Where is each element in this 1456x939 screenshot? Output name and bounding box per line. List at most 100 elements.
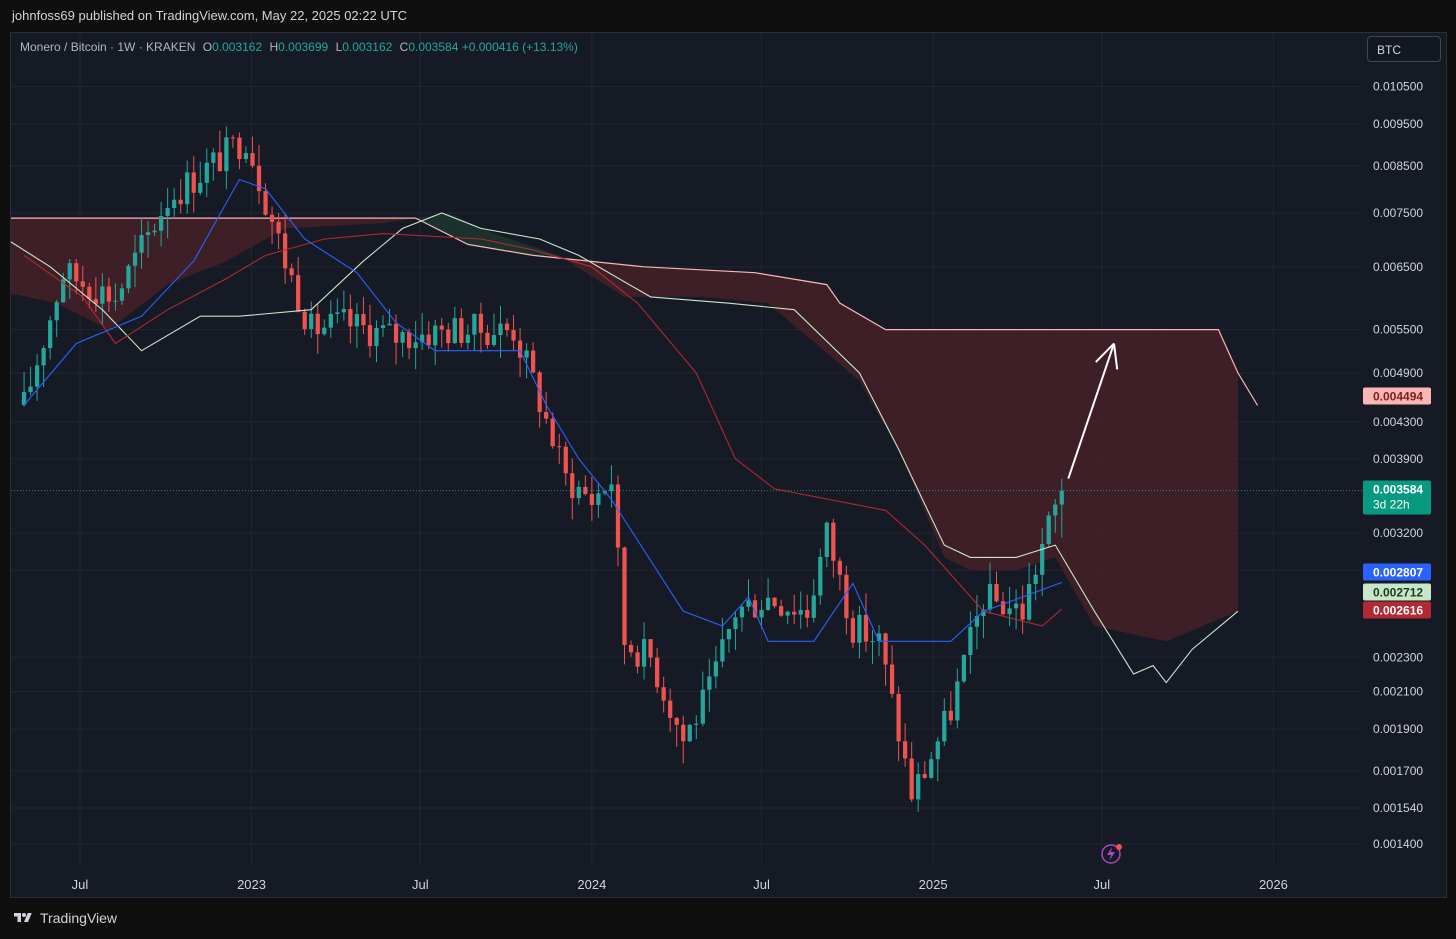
candle-body: [909, 758, 914, 800]
candle: [243, 146, 249, 164]
cloud-segment: [911, 329, 919, 496]
cloud-segment: [95, 218, 103, 327]
price-tick-label: 0.002100: [1373, 684, 1423, 698]
candle: [452, 306, 457, 344]
candle: [903, 723, 908, 767]
candle: [772, 597, 777, 609]
cloud-segment: [454, 215, 462, 242]
candle: [635, 645, 640, 674]
candle-body: [739, 606, 745, 618]
currency-button[interactable]: BTC: [1367, 36, 1441, 62]
cloud-segment: [670, 268, 677, 297]
candle: [498, 305, 503, 358]
cloud-segment: [4, 218, 11, 293]
price-label-value: 0.002807: [1373, 566, 1423, 580]
close-label: C: [399, 40, 409, 54]
cloud-segment: [1140, 329, 1147, 638]
cloud-segment: [650, 267, 658, 297]
cloud-segment: [918, 329, 925, 512]
candle: [752, 594, 758, 618]
candle: [491, 313, 497, 347]
arrow-head: [1095, 342, 1115, 363]
price-label-value: 0.004494: [1373, 390, 1423, 404]
cloud-segment: [885, 329, 893, 438]
published-header: johnfoss69 published on TradingView.com,…: [0, 0, 1456, 32]
conversion-line: [23, 178, 1062, 642]
cloud-segment: [232, 218, 240, 258]
candle-body: [916, 774, 921, 800]
price-tick-label: 0.004900: [1373, 366, 1423, 380]
candle-body: [544, 412, 549, 419]
candle-body: [870, 641, 875, 643]
leading-span-b-line: [11, 217, 1259, 406]
cloud-segment: [128, 218, 136, 315]
candle-body: [596, 493, 601, 505]
candle: [87, 282, 92, 309]
candle: [354, 303, 360, 349]
candle: [1053, 499, 1058, 533]
candle-body: [132, 252, 138, 266]
cloud-segment: [337, 218, 344, 226]
candle: [531, 342, 536, 374]
price-tick-label: 0.001400: [1373, 837, 1423, 851]
cloud-segment: [905, 329, 912, 481]
candle-body: [615, 484, 621, 548]
candle: [785, 610, 790, 624]
candle-body: [472, 313, 477, 335]
candle: [126, 263, 131, 294]
arrow-shaft: [1067, 343, 1115, 479]
candle: [746, 579, 751, 612]
cloud-segment: [0, 218, 4, 292]
candle: [987, 562, 993, 614]
lightning-icon[interactable]: [1101, 844, 1122, 864]
candle-body: [896, 693, 901, 742]
candle-body: [707, 676, 712, 690]
price-label-bg: [1363, 563, 1431, 581]
symbol-title[interactable]: Monero / Bitcoin · 1W · KRAKEN: [20, 40, 196, 54]
cloud-segment: [1081, 329, 1088, 615]
candle-body: [41, 348, 46, 366]
candle-body: [1000, 601, 1006, 615]
cloud-segment: [298, 218, 305, 228]
candle-body: [531, 350, 536, 373]
candle-body: [935, 741, 940, 760]
candle-body: [961, 654, 967, 682]
cloud-segment: [259, 218, 266, 243]
candle: [707, 659, 712, 712]
cloud-segment: [174, 218, 181, 282]
candle: [296, 256, 301, 313]
candle-body: [811, 595, 816, 618]
candle-body: [844, 574, 849, 619]
candle-body: [289, 268, 294, 276]
candle: [504, 318, 510, 337]
candle-body: [406, 332, 412, 349]
cloud-segment: [180, 218, 188, 280]
close-value: 0.003584: [408, 40, 459, 54]
high-value: 0.003699: [278, 40, 329, 54]
candle-body: [185, 172, 190, 205]
candle: [850, 610, 856, 648]
candle-body: [655, 657, 660, 688]
price-label-value: 0.002712: [1373, 586, 1423, 600]
candle-body: [322, 327, 327, 335]
candle-body: [863, 614, 869, 642]
candle: [113, 283, 118, 311]
cloud-segment: [846, 306, 853, 376]
cloud-segment: [807, 281, 814, 343]
candle: [615, 475, 621, 567]
candle: [981, 604, 986, 639]
time-tick-label: 2025: [919, 877, 948, 892]
cloud-segment: [755, 272, 762, 303]
candle-body: [348, 308, 353, 327]
cloud-segment: [663, 267, 671, 297]
price-label-bg: [1363, 601, 1431, 619]
tradingview-brand[interactable]: TradingView: [12, 910, 117, 926]
candle-body: [792, 611, 797, 615]
cloud-segment: [317, 218, 325, 227]
price-label-bg: [1363, 480, 1431, 515]
candle: [139, 217, 144, 269]
candle: [426, 321, 431, 350]
candle-body: [165, 208, 170, 216]
candle: [80, 265, 85, 301]
